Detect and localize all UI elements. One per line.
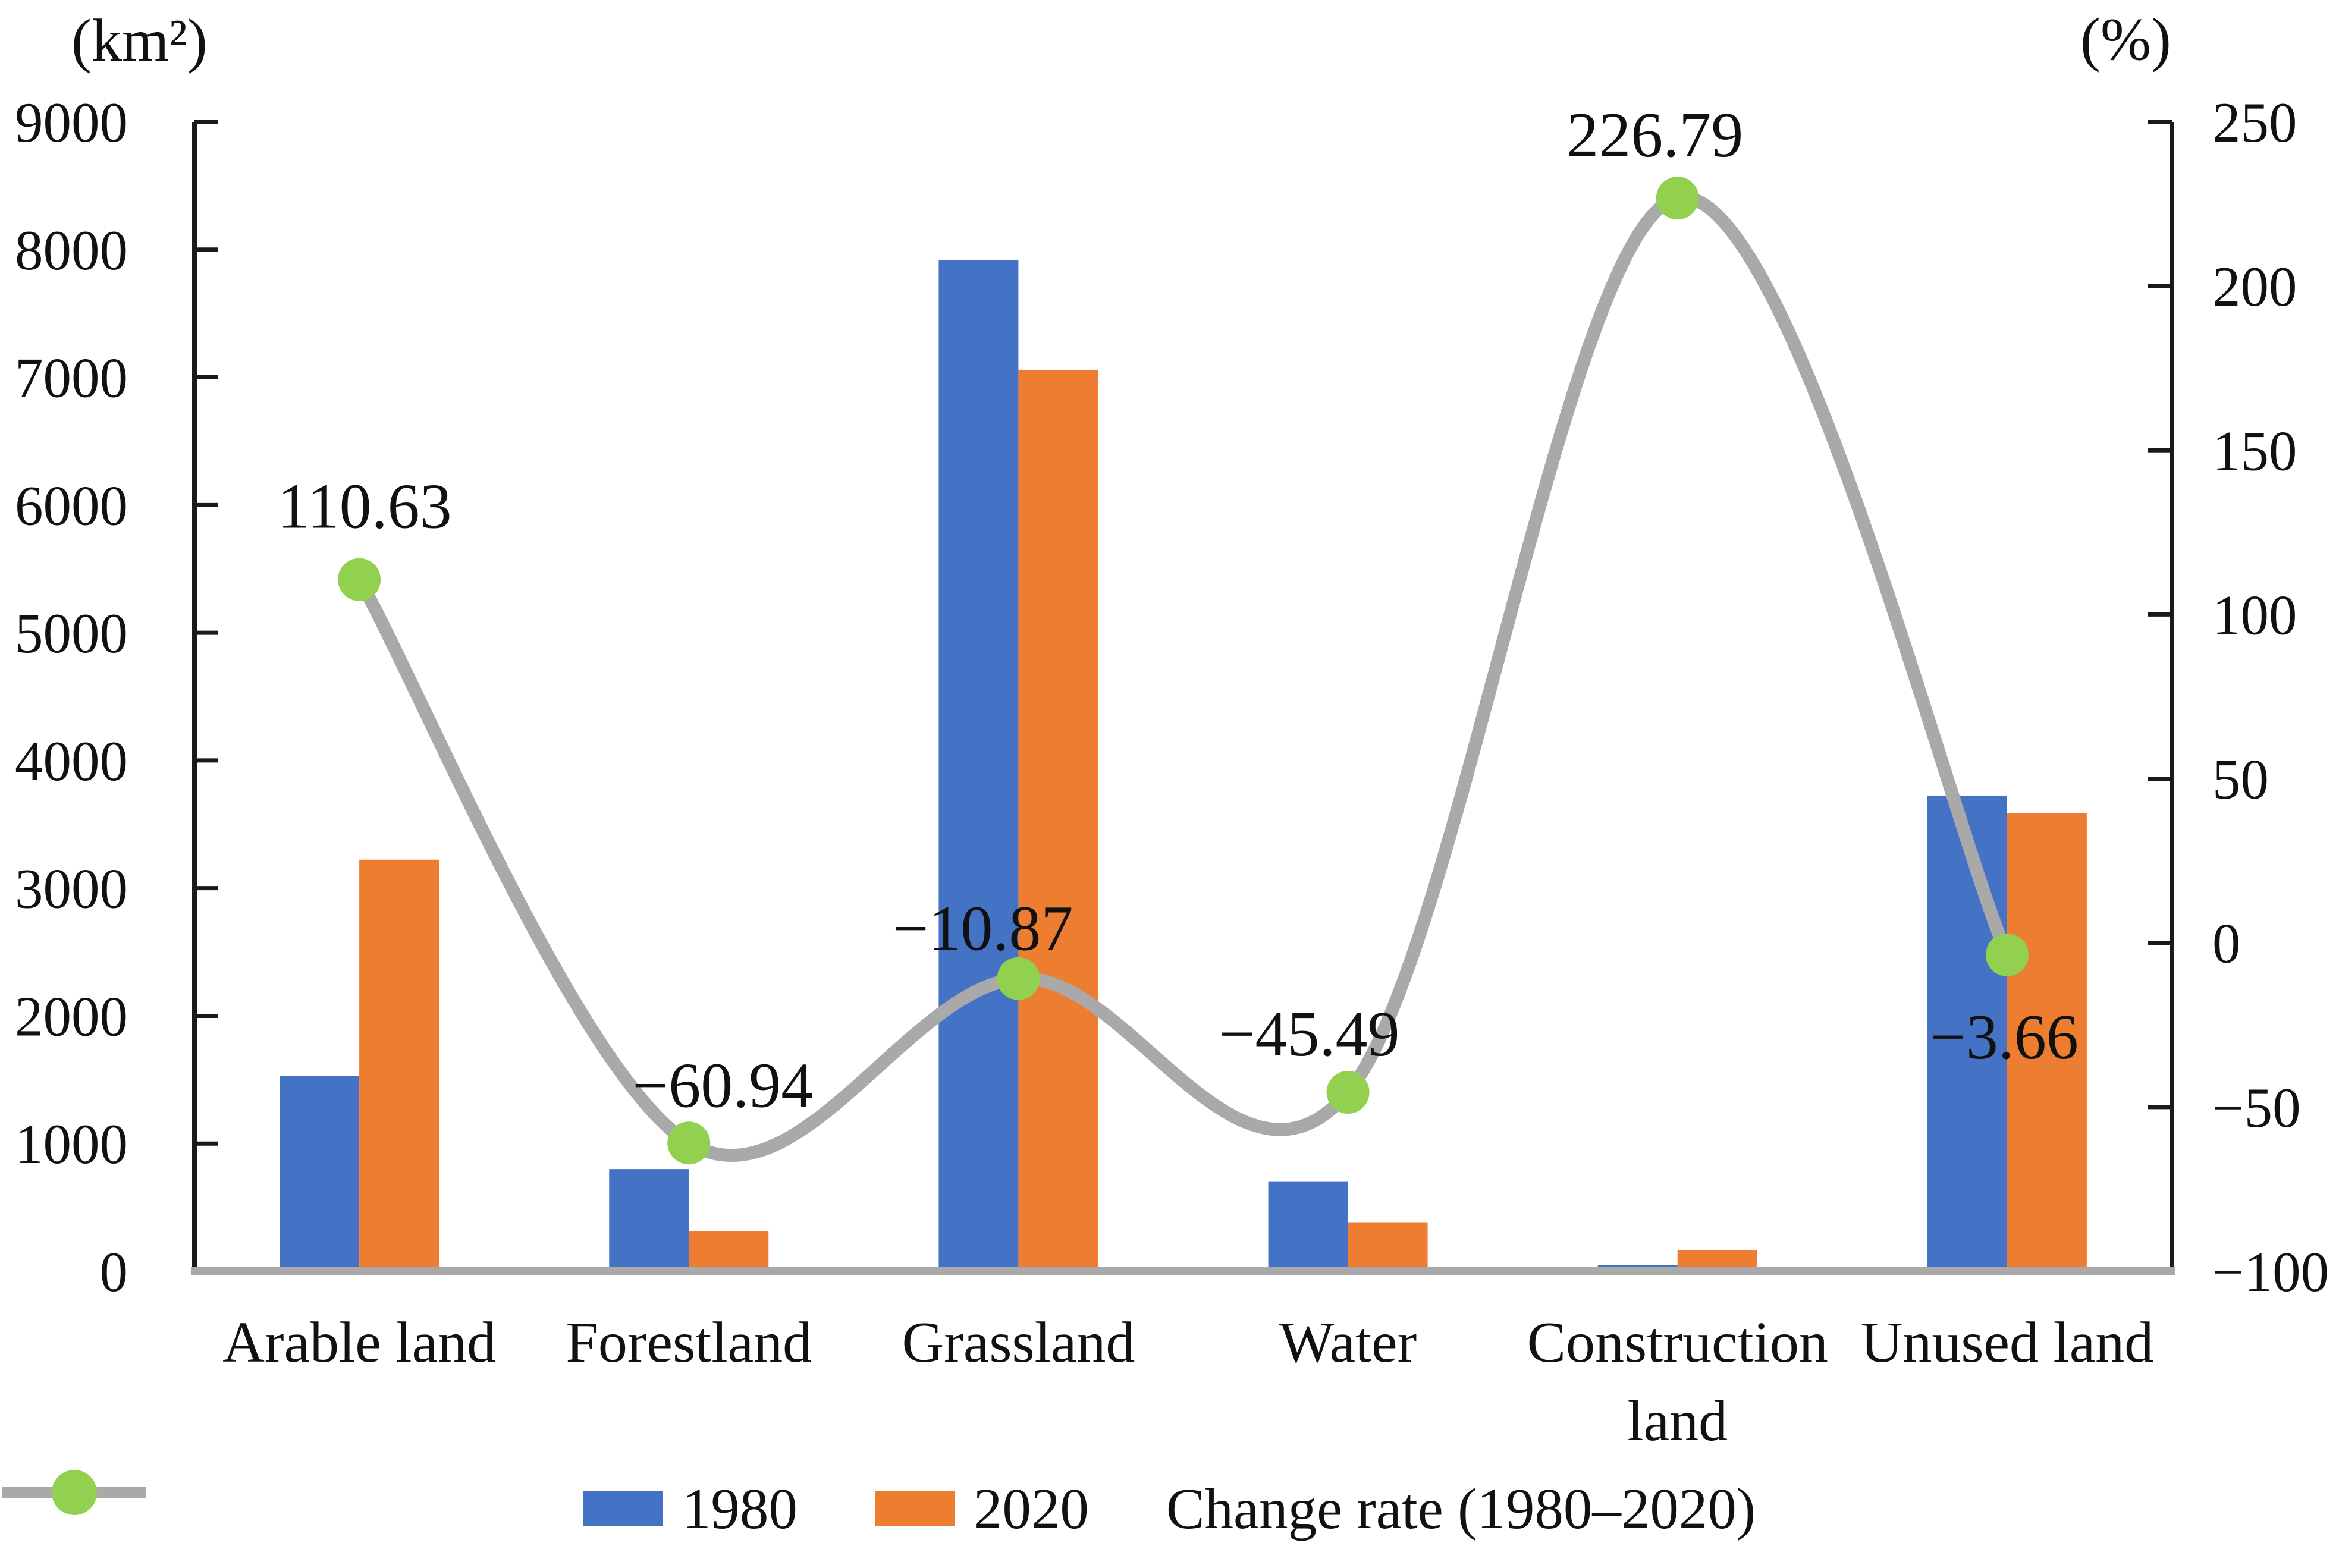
left-axis-tick-label: 6000 (15, 474, 128, 537)
change-rate-marker-arable-land (338, 558, 381, 601)
right-axis-tick-label: −100 (2212, 1240, 2329, 1303)
category-label-construction-land: Construction land (1527, 1311, 1828, 1453)
bar-2020-unused-land (2007, 813, 2087, 1271)
legend-item-1980: 1980 (583, 1476, 798, 1542)
change-rate-marker-construction-land (1656, 177, 1699, 220)
category-label-forestland: Forestland (566, 1311, 812, 1375)
right-axis-tick-label: 50 (2212, 748, 2269, 811)
bar-2020-water (1348, 1222, 1428, 1271)
change-rate-label-arable-land: 110.63 (278, 472, 452, 542)
change-rate-label-forestland: −60.94 (632, 1050, 813, 1121)
left-axis-tick-label: 4000 (15, 730, 128, 793)
bar-1980-water (1268, 1181, 1348, 1271)
left-axis-unit-label: (km²) (71, 7, 208, 74)
bar-1980-forestland (609, 1169, 689, 1271)
legend-item-change-rate: Change rate (1980–2020) (2, 1470, 1756, 1542)
change-rate-label-unused-land: −3.66 (1930, 1002, 2079, 1073)
right-axis-tick-label: 250 (2212, 91, 2297, 154)
legend-line-marker-icon (2, 1470, 146, 1515)
category-label-water: Water (1279, 1311, 1417, 1375)
left-axis-tick-label: 2000 (15, 985, 128, 1048)
bar-2020-forestland (689, 1231, 769, 1271)
category-label-grassland: Grassland (902, 1311, 1135, 1375)
bar-2020-arable-land (359, 859, 439, 1271)
change-rate-label-grassland: −10.87 (892, 894, 1073, 964)
left-axis-tick-label: 1000 (15, 1113, 128, 1176)
legend-swatch-1980-icon (583, 1491, 663, 1526)
right-axis-tick-label: 150 (2212, 419, 2297, 482)
bar-1980-unused-land (1927, 795, 2007, 1271)
change-rate-line (353, 191, 2014, 1162)
legend-label-2020: 2020 (973, 1476, 1089, 1541)
legend-item-2020: 2020 (874, 1476, 1089, 1542)
legend-marker-dot (52, 1470, 97, 1515)
left-axis-tick-label: 9000 (15, 91, 128, 154)
left-axis-tick-label: 8000 (15, 219, 128, 282)
left-axis-tick-label: 7000 (15, 347, 128, 410)
bar-1980-grassland (938, 260, 1019, 1271)
category-label-unused-land: Unused land (1861, 1311, 2154, 1375)
bar-1980-arable-land (280, 1076, 360, 1271)
left-axis-tick-label: 5000 (15, 602, 128, 665)
bar-2020-grassland (1018, 370, 1098, 1271)
change-rate-marker-unused-land (1985, 933, 2029, 976)
right-axis-tick-label: 200 (2212, 255, 2297, 318)
category-label-arable-land: Arable land (222, 1311, 496, 1375)
right-axis-tick-label: 0 (2212, 912, 2241, 975)
right-axis-tick-label: −50 (2212, 1076, 2301, 1139)
legend-label-change-rate: Change rate (1980–2020) (1166, 1476, 1756, 1541)
change-rate-label-construction-land: 226.79 (1566, 100, 1743, 171)
legend-swatch-2020-icon (874, 1491, 955, 1526)
right-axis-tick-label: 100 (2212, 583, 2297, 646)
change-rate-marker-grassland (997, 957, 1040, 1000)
left-axis-tick-label: 0 (100, 1240, 128, 1303)
right-axis-unit-label: (%) (2080, 6, 2171, 73)
left-axis-tick-label: 3000 (15, 857, 128, 920)
legend: 1980 2020 Change rate (1980–2020) (0, 1464, 2339, 1553)
change-rate-marker-water (1326, 1070, 1370, 1114)
legend-label-1980: 1980 (682, 1476, 798, 1541)
change-rate-marker-forestland (667, 1121, 711, 1165)
change-rate-label-water: −45.49 (1219, 999, 1400, 1070)
